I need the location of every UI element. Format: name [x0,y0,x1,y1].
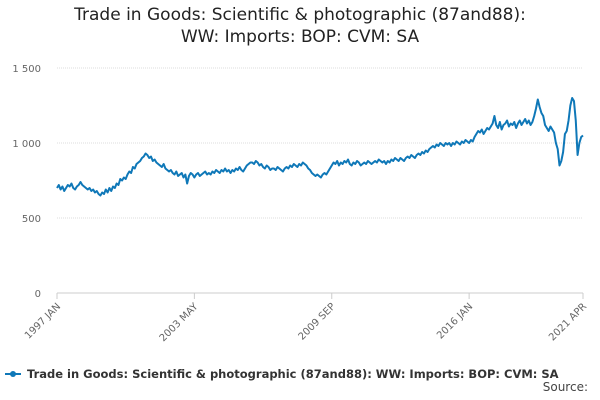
legend-label: Trade in Goods: Scientific & photographi… [27,367,559,381]
source: Source: [543,380,588,394]
x-tick-label: 2021 APR [547,301,589,343]
chart-title: Trade in Goods: Scientific & photographi… [74,5,526,47]
x-tick-label: 2009 SEP [297,301,338,342]
y-tick-label: 0 [35,289,41,300]
data-line [56,97,584,197]
y-tick-label: 1 500 [12,64,41,75]
legend-marker [10,371,16,377]
x-tick-label: 2003 MAY [158,301,201,344]
y-tick-label: 1 000 [12,139,41,150]
x-tick-label: 1997 JAN [23,301,63,341]
x-tick-label: 2016 JAN [435,301,475,341]
y-tick-label: 500 [22,214,41,225]
